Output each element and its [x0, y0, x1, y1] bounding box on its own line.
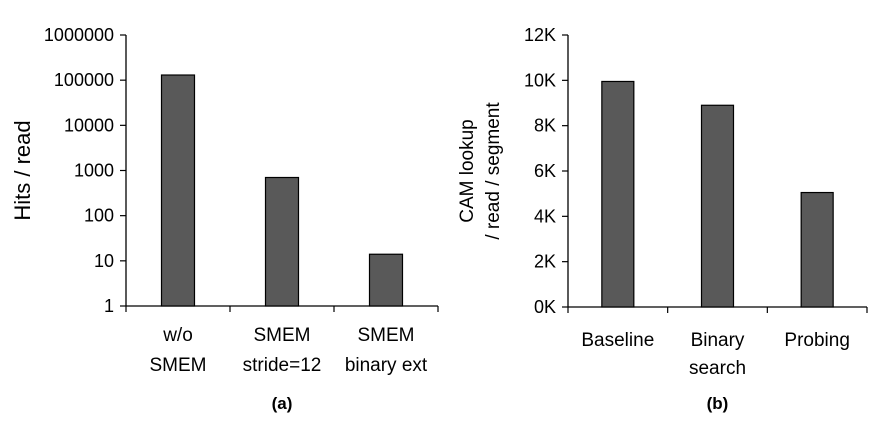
y-tick-label: 2K	[534, 252, 556, 272]
y-tick-label: 12K	[524, 25, 556, 45]
x-category-label: Probing	[784, 330, 850, 351]
y-tick-label: 1000	[74, 161, 114, 181]
bar	[800, 191, 834, 308]
y-tick-label: 10	[94, 251, 114, 271]
x-category-label: stride=12	[243, 355, 322, 376]
x-category-label: search	[689, 358, 746, 379]
y-tick-label: 4K	[534, 206, 556, 226]
x-category-label: Binary	[691, 330, 745, 351]
y-tick-label: 1000000	[44, 25, 114, 45]
y-tick-label: 10000	[64, 115, 114, 135]
chart-a: 1 10 100 1000 10000 100000 1000000 w/o SMEM SMEM s…	[10, 25, 439, 413]
bar	[601, 80, 635, 308]
panel-label: (b)	[707, 394, 729, 413]
x-category-label: SMEM	[254, 325, 311, 346]
bar	[368, 253, 404, 307]
x-category-label: Baseline	[581, 330, 654, 351]
x-category-label: binary ext	[345, 355, 428, 376]
y-tick-label: 0K	[534, 297, 556, 317]
y-tick-label: 10K	[524, 70, 556, 90]
y-axis-title: Hits / read	[10, 120, 35, 220]
x-category-label: SMEM	[150, 355, 207, 376]
bar	[700, 104, 735, 308]
y-tick-label: 100000	[54, 70, 114, 90]
y-tick-label: 100	[84, 206, 114, 226]
y-tick-label: 6K	[534, 161, 556, 181]
panel-label: (a)	[272, 394, 293, 413]
bar	[160, 74, 196, 307]
y-tick-label: 8K	[534, 116, 556, 136]
x-category-label: SMEM	[358, 325, 415, 346]
y-axis-title: CAM lookup	[457, 119, 478, 223]
x-category-label: w/o	[162, 325, 193, 346]
y-axis-title: / read / segment	[483, 102, 504, 240]
bar	[264, 176, 300, 307]
y-tick-label: 1	[104, 296, 114, 316]
chart-b: 0K 2K 4K 6K 8K 10K 12K Baseline Binary search Prob…	[457, 25, 868, 413]
